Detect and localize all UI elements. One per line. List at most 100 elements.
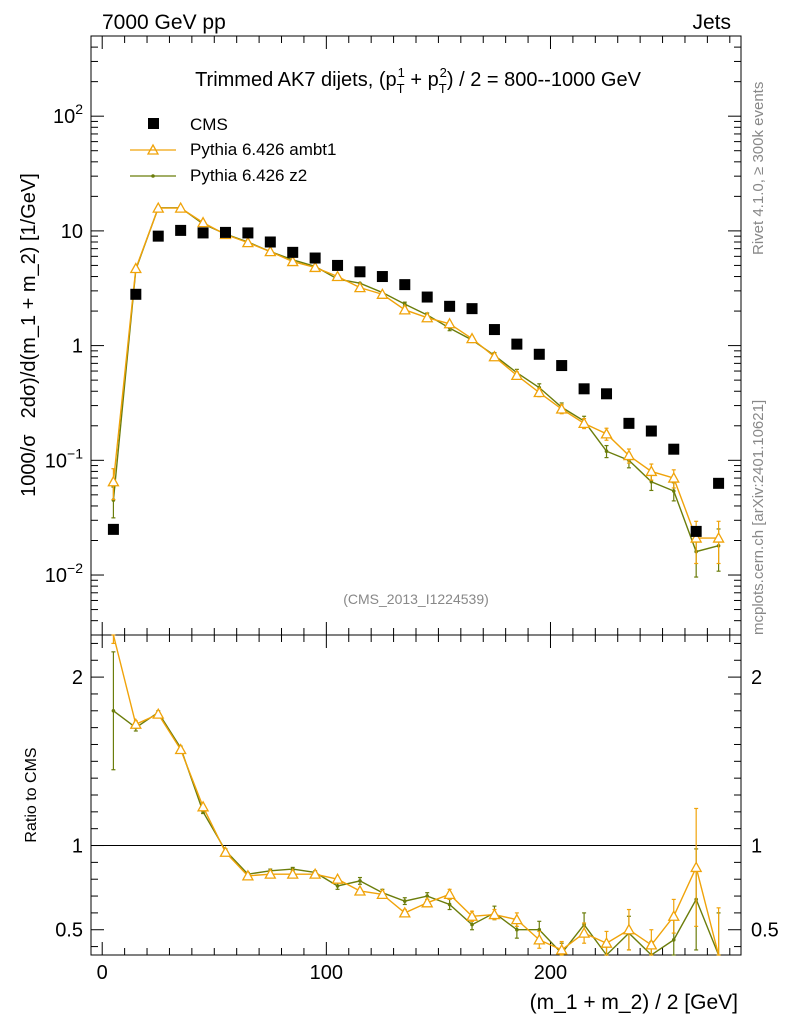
main-cms-point xyxy=(309,252,321,264)
main-cms-point xyxy=(466,303,478,315)
ratio-z2-point xyxy=(515,927,519,932)
main-z2-point xyxy=(649,479,654,484)
main-cms-point xyxy=(511,338,523,350)
ratio-ytick-label-left: 1 xyxy=(72,836,83,858)
main-ambt1-point xyxy=(129,262,142,274)
ratio-ytick-label-right: 1 xyxy=(751,836,762,858)
main-z2-point xyxy=(604,449,609,454)
main-ambt1-point xyxy=(667,471,680,483)
main-ambt1-point xyxy=(690,531,703,543)
main-ambt1-point xyxy=(331,270,344,282)
ratio-ytick-label-left: 2 xyxy=(72,667,83,689)
main-cms-point xyxy=(556,360,568,372)
main-ambt1-point xyxy=(353,281,367,293)
main-ambt1-point xyxy=(465,332,479,344)
chart-title-sub1: T xyxy=(397,81,405,96)
main-ambt1-point xyxy=(309,261,322,273)
rivet-version-label: Rivet 4.1.0, ≥ 300k events xyxy=(750,82,767,255)
legend-ambt1-marker xyxy=(146,143,160,155)
main-cms-point xyxy=(533,348,545,360)
ratio-ambt1-point xyxy=(309,867,322,879)
main-z2-line xyxy=(112,207,719,553)
ratio-ambt1-point xyxy=(129,717,142,729)
mcplots-label: mcplots.cern.ch [arXiv:2401.10621] xyxy=(750,400,767,635)
main-cms-point xyxy=(376,271,388,283)
main-z2-point xyxy=(671,489,676,493)
ratio-z2-point xyxy=(335,884,340,888)
main-cms-point xyxy=(421,291,433,303)
legend-z2-label: Pythia 6.426 z2 xyxy=(190,166,307,185)
ratio-z2-point xyxy=(447,902,452,907)
main-cms-point xyxy=(264,236,276,248)
main-ambt1-point xyxy=(398,303,411,315)
chart-title-mid: + p xyxy=(405,69,439,91)
main-cms-point xyxy=(219,226,231,238)
main-ambt1-point xyxy=(196,216,210,228)
ratio-ytick-label-right: 0.5 xyxy=(751,920,779,942)
main-ambt1-point xyxy=(241,236,255,248)
ratio-ytick-label-right: 2 xyxy=(751,667,762,689)
ratio-plot-frame xyxy=(90,634,742,956)
main-ambt1-point xyxy=(555,402,568,414)
main-ambt1-point xyxy=(421,311,434,323)
main-ambt1-point xyxy=(645,465,658,477)
main-ytick-label: 102 xyxy=(53,101,83,128)
ratio-ambt1-point xyxy=(533,933,546,945)
xtick-labels: 0 100 200 xyxy=(97,962,568,984)
chart-title-sup2: 2 xyxy=(440,65,447,80)
ratio-ambt1-point xyxy=(152,707,165,719)
ratio-z2-point xyxy=(537,927,542,932)
ratio-ambt1-point xyxy=(622,923,636,935)
legend-ambt1-label: Pythia 6.426 ambt1 xyxy=(190,140,336,159)
main-cms-point xyxy=(690,525,702,537)
main-ytick-label: 10 xyxy=(61,221,83,243)
ratio-ambt1-point xyxy=(488,908,501,920)
chart-title-sup1: 1 xyxy=(398,65,405,80)
ratio-ylabel: Ratio to CMS xyxy=(23,747,40,842)
main-ambt1-point xyxy=(488,350,501,362)
main-cms-point xyxy=(399,279,411,291)
ratio-ytick-labels: 0.5 0.5 1 1 2 2 xyxy=(55,667,779,942)
ratio-ambt1-point xyxy=(376,888,389,900)
ratio-z2-point xyxy=(425,894,430,898)
main-ambt1-point xyxy=(600,427,613,439)
ratio-ambt1-point xyxy=(219,845,232,857)
main-ylabel: 1000/σ 2dσ)/d(m_1 + m_2) [1/GeV] xyxy=(18,173,40,497)
main-cms-point xyxy=(601,388,613,400)
main-ambt1-point xyxy=(264,245,277,257)
legend-z2-marker xyxy=(151,174,155,178)
main-cms-point xyxy=(242,227,254,239)
main-ambt1-point xyxy=(286,255,299,267)
main-cms-point xyxy=(668,443,680,455)
main-cms-point xyxy=(175,224,187,236)
main-series xyxy=(107,201,725,578)
main-ylabel-left: 1000/σ xyxy=(18,434,40,497)
main-ambt1-point xyxy=(577,417,591,428)
ratio-ytick-label-left: 0.5 xyxy=(55,920,83,942)
ratio-z2-line xyxy=(112,710,720,957)
main-cms-point xyxy=(713,477,725,489)
main-ambt1-point xyxy=(533,386,546,398)
main-cms-point xyxy=(645,425,657,437)
ratio-ambt1-point xyxy=(690,861,703,873)
ratio-z2-point xyxy=(358,879,362,883)
ratio-ambt1-point xyxy=(600,936,613,948)
ratio-ambt1-point xyxy=(353,884,367,896)
legend: CMS Pythia 6.426 ambt1 Pythia 6.426 z2 xyxy=(130,115,336,185)
ratio-ambt1-point xyxy=(667,909,680,921)
xtick-label: 0 xyxy=(97,962,108,984)
main-ambt1-point xyxy=(622,449,636,461)
chart-title-prefix: Trimmed AK7 dijets, (p xyxy=(195,69,397,91)
ratio-panel: 0.5 0.5 1 1 2 2 0 100 200 Ratio to CMS xyxy=(23,634,779,984)
main-ytick-label: 10−2 xyxy=(45,560,83,587)
ratio-z2-point xyxy=(671,938,676,942)
main-ambt1-point xyxy=(107,475,120,487)
main-ylabel-right: 2dσ)/d(m_1 + m_2) [1/GeV] xyxy=(18,173,40,418)
main-plot-frame xyxy=(90,35,742,636)
main-cms-point xyxy=(130,288,142,300)
xtick-label: 200 xyxy=(534,962,567,984)
chart-title: Trimmed AK7 dijets, (pT1 + pT2) / 2 = 80… xyxy=(195,65,642,96)
ratio-z2-point xyxy=(470,922,474,927)
analysis-watermark: (CMS_2013_I1224539) xyxy=(343,591,489,607)
